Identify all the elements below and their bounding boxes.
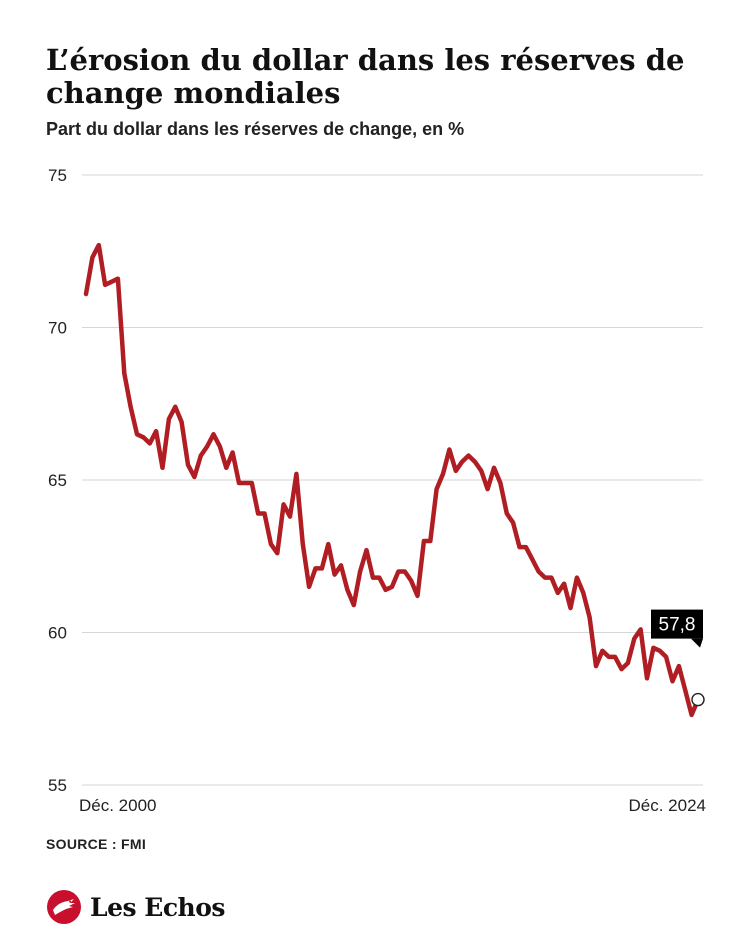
- brand-name: Les Echos: [90, 892, 225, 922]
- series-line: [83, 242, 701, 718]
- source-note: SOURCE : FMI: [46, 836, 147, 852]
- last-value-callout-pointer: [691, 638, 703, 648]
- x-tick-label-start: Déc. 2000: [79, 796, 157, 815]
- chart-subtitle: Part du dollar dans les réserves de chan…: [46, 119, 465, 139]
- last-point-marker: [691, 692, 705, 707]
- line-chart: 55 60 65 70 75 Déc. 2000 Déc. 2024 57,8: [48, 166, 707, 815]
- chart-title: L’érosion du dollar dans les réserves de…: [46, 43, 685, 110]
- y-tick-label-60: 60: [48, 624, 67, 643]
- y-tick-label-65: 65: [48, 471, 67, 490]
- brand-logo[interactable]: Les Echos: [46, 888, 225, 926]
- y-tick-label-75: 75: [48, 166, 67, 185]
- les-echos-bird-logo-icon: [47, 890, 81, 924]
- y-tick-label-70: 70: [48, 319, 67, 338]
- x-tick-label-end: Déc. 2024: [629, 796, 707, 815]
- last-value-label: 57,8: [659, 615, 696, 636]
- last-value-callout-box: [651, 609, 703, 639]
- y-tick-label-55: 55: [48, 776, 67, 795]
